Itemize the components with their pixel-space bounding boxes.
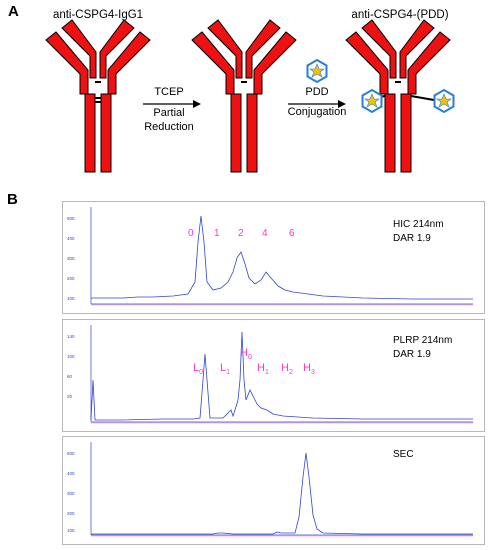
arrow-2 — [288, 100, 346, 108]
antibody-2-shape — [191, 19, 297, 173]
svg-text:400: 400 — [67, 471, 75, 476]
drug-left-icon — [361, 88, 383, 114]
svg-text:500: 500 — [67, 216, 75, 221]
svg-text:300: 300 — [67, 491, 75, 496]
svg-text:200: 200 — [67, 511, 75, 516]
arrow-2-top-label: PDD — [305, 86, 329, 98]
svg-text:500: 500 — [67, 451, 75, 456]
hic-peak-label-0: 0 — [188, 228, 194, 239]
arrow-2-mid-label: Conjugation — [287, 106, 347, 118]
panel-b-letter: B — [7, 191, 18, 208]
hic-title-line1: HIC 214nm — [393, 219, 444, 230]
hic-title-line2: DAR 1.9 — [393, 233, 431, 244]
panel-a-schematic — [45, 19, 455, 173]
svg-text:20: 20 — [67, 394, 73, 399]
plrp-title-line2: DAR 1.9 — [393, 349, 431, 360]
plrp-peak-label-l0: L0 — [193, 362, 204, 377]
arrow-1-top-label: TCEP — [154, 86, 184, 98]
hic-peak-label-2: 2 — [238, 228, 244, 239]
drug-right-icon — [433, 88, 455, 114]
plrp-chromatogram-frame: 140 100 60 20 PLRP 214nm DAR 1.9 L0 L1 H… — [62, 319, 485, 432]
arrow-1-mid-label: Partial — [153, 107, 185, 119]
svg-text:400: 400 — [67, 236, 75, 241]
hic-peak-label-1: 1 — [214, 228, 220, 239]
plrp-peak-label-l1: L1 — [220, 362, 231, 377]
svg-text:300: 300 — [67, 256, 75, 261]
plrp-title-line1: PLRP 214nm — [393, 335, 453, 346]
antibody-1-shape — [45, 19, 151, 173]
hic-chromatogram-plot: 500 400 300 200 100 — [67, 207, 473, 306]
arrow-1 — [143, 100, 201, 108]
plrp-peak-label-h3: H3 — [303, 362, 315, 377]
antibody-3-label: anti-CSPG4-(PDD) — [351, 9, 449, 21]
antibody-1-label: anti-CSPG4-IgG1 — [52, 9, 144, 21]
sec-chromatogram-frame: 500 400 300 200 100 SEC — [62, 436, 485, 545]
pdd-drug-icon — [306, 58, 328, 84]
svg-text:140: 140 — [67, 334, 75, 339]
svg-text:100: 100 — [67, 528, 75, 533]
arrow-1-bot-label: Reduction — [144, 121, 194, 133]
sec-title: SEC — [393, 449, 414, 460]
plrp-peak-label-h0: H0 — [240, 347, 252, 362]
hic-chromatogram-frame: 500 400 300 200 100 HIC 214nm DAR 1.9 0 … — [62, 201, 485, 314]
svg-text:60: 60 — [67, 374, 73, 379]
plrp-peak-label-h2: H2 — [281, 362, 293, 377]
svg-text:100: 100 — [67, 354, 75, 359]
panel-a-letter: A — [8, 3, 19, 20]
plrp-peak-label-h1: H1 — [257, 362, 269, 377]
sec-chromatogram-plot: 500 400 300 200 100 — [67, 442, 473, 537]
svg-text:100: 100 — [67, 296, 75, 301]
plrp-chromatogram-plot: 140 100 60 20 — [67, 325, 473, 424]
svg-text:200: 200 — [67, 276, 75, 281]
hic-peak-label-4: 4 — [262, 228, 268, 239]
hic-peak-label-6: 6 — [289, 228, 295, 239]
